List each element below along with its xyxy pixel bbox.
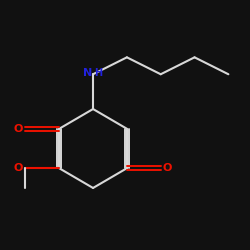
Text: O: O xyxy=(14,124,23,134)
Text: N: N xyxy=(83,68,92,78)
Text: H: H xyxy=(94,68,102,78)
Text: O: O xyxy=(163,163,172,173)
Text: O: O xyxy=(14,163,23,173)
